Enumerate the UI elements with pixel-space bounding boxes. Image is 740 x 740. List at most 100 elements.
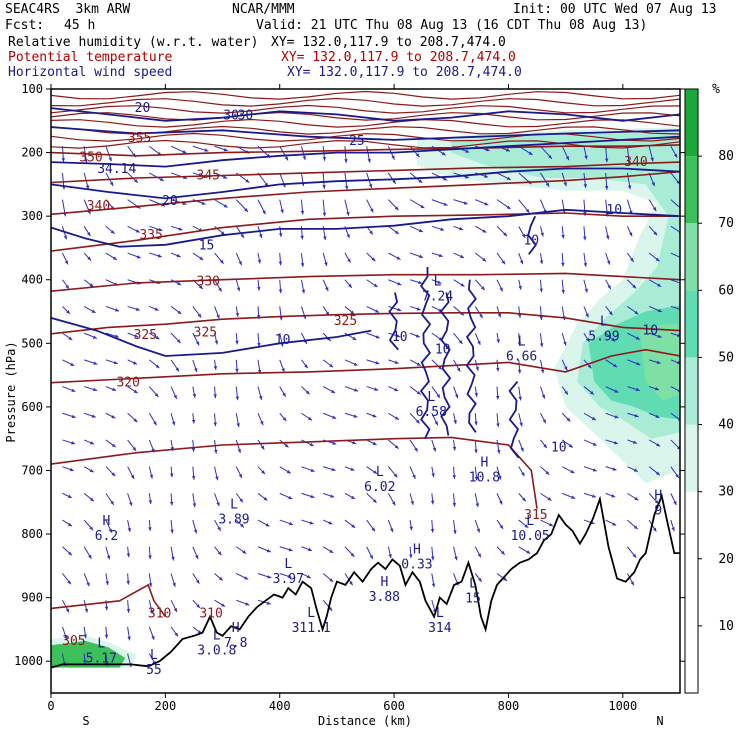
extremum-value-9: 10.05 (511, 529, 550, 544)
wind-vector-413 (561, 252, 565, 267)
wind-vector-284 (388, 332, 401, 338)
wind-vector-312 (431, 225, 445, 231)
wind-label-4: 30 (223, 109, 239, 124)
x-tick-label-600: 600 (383, 699, 405, 713)
theta-upper-band-3 (51, 111, 680, 121)
wind-vector-204 (279, 466, 291, 474)
wind-vector-306 (409, 493, 414, 506)
wind-vector-208 (279, 572, 292, 578)
wind-vector-433 (583, 412, 597, 421)
wind-vector-261 (366, 146, 371, 163)
extremum-value-16: 3.0.8 (197, 643, 236, 658)
theta-label-7: 325 (194, 326, 217, 341)
wind-vector-96 (148, 573, 153, 587)
extremum-value-2: 5.99 (588, 329, 619, 344)
wind-vector-288 (388, 439, 399, 450)
wind-vector-58 (104, 626, 109, 639)
colorbar-swatch-3 (685, 424, 698, 492)
wind-vector-452 (605, 519, 617, 526)
wind-vector-449 (605, 439, 619, 445)
wind-vector-194 (279, 199, 284, 214)
wind-vector-438 (604, 146, 609, 163)
wind-vector-86 (149, 305, 159, 311)
theta-contour-350 (51, 144, 680, 157)
wind-vector-49 (105, 386, 117, 392)
wind-vector-465 (627, 466, 639, 472)
wind-vector-211 (300, 199, 305, 215)
wind-vector-77 (126, 600, 131, 613)
wind-vector-172 (236, 573, 249, 580)
field2-name: Potential temperature (8, 50, 173, 65)
wind-vector-409 (561, 146, 570, 161)
wind-vector-176 (257, 199, 266, 215)
wind-vector-235 (322, 386, 336, 394)
wind-vector-441 (605, 226, 610, 240)
wind-vector-322 (430, 493, 435, 505)
theta-label-14: 305 (62, 634, 85, 649)
wind-label-3: 25 (349, 134, 365, 149)
wind-vector-209 (300, 146, 306, 161)
x-axis-label: Distance (km) (318, 714, 412, 728)
wind-vector-470 (648, 146, 654, 162)
wind-vector-362 (496, 172, 511, 181)
wind-vector-23 (83, 226, 91, 237)
wind-vector-108 (170, 359, 180, 372)
wind-vector-29 (84, 386, 98, 392)
theta-label-11: 315 (524, 508, 547, 523)
wind-vector-324 (431, 546, 435, 561)
theta-upper-band-7 (51, 139, 680, 149)
wind-vector-346 (475, 199, 489, 206)
wind-vector-92 (148, 466, 154, 479)
wind-vector-318 (431, 386, 441, 399)
extremum-kind-3: L (427, 390, 435, 405)
wind-vector-485 (670, 145, 678, 158)
extremum-kind-5: L (230, 497, 238, 512)
wind-label-9: 10 (435, 343, 451, 358)
wind-vector-257 (344, 492, 356, 500)
wind-vector-231 (322, 279, 329, 292)
y-tick-label-1000: 1000 (14, 654, 43, 668)
wind-vector-46 (105, 305, 120, 312)
wind-vector-35 (83, 546, 92, 559)
colorbar-label-50: 50 (718, 350, 734, 365)
wind-vector-84 (149, 252, 162, 258)
wind-vector-338 (452, 439, 457, 451)
wind-contour-4 (51, 107, 680, 122)
wind-vector-466 (627, 492, 639, 501)
wind-vector-370 (495, 386, 500, 400)
wind-contour-5 (51, 126, 680, 141)
wind-vector-412 (561, 226, 565, 239)
wind-vector-76 (126, 573, 130, 585)
extremum-value-3: 6.58 (416, 405, 447, 420)
theta-label-9: 340 (624, 155, 647, 170)
wind-vector-218 (301, 386, 310, 395)
wind-vector-53 (105, 493, 115, 506)
wind-vector-481 (648, 439, 661, 447)
wind-label-6: 20 (135, 101, 151, 116)
wind-vector-381 (518, 226, 526, 239)
plot-frame (50, 88, 681, 694)
wind-vector-267 (366, 305, 380, 313)
wind-vector-190 (257, 572, 272, 579)
wind-vector-201 (279, 386, 287, 397)
extremum-kind-1: L (518, 335, 526, 350)
wind-vector-217 (301, 359, 309, 369)
wind-vector-160 (235, 252, 243, 266)
wind-vector-196 (278, 252, 283, 266)
wind-vector-313 (431, 252, 443, 258)
wind-vector-382 (518, 252, 524, 265)
colorbar-label-60: 60 (718, 283, 734, 298)
wind-vector-435 (583, 466, 597, 472)
extremum-kind-0: L (434, 274, 442, 289)
wind-vector-189 (257, 546, 272, 553)
wind-label-13: 10 (642, 324, 658, 339)
wind-vector-369 (496, 359, 500, 372)
wind-vector-133 (192, 519, 198, 534)
theta-label-4: 330 (197, 275, 220, 290)
wind-vector-424 (583, 172, 588, 188)
wind-vector-166 (235, 413, 240, 428)
wind-vector-210 (300, 172, 305, 187)
wind-vector-301 (409, 359, 421, 367)
wind-vector-214 (300, 279, 306, 294)
y-tick-label-300: 300 (21, 209, 43, 223)
